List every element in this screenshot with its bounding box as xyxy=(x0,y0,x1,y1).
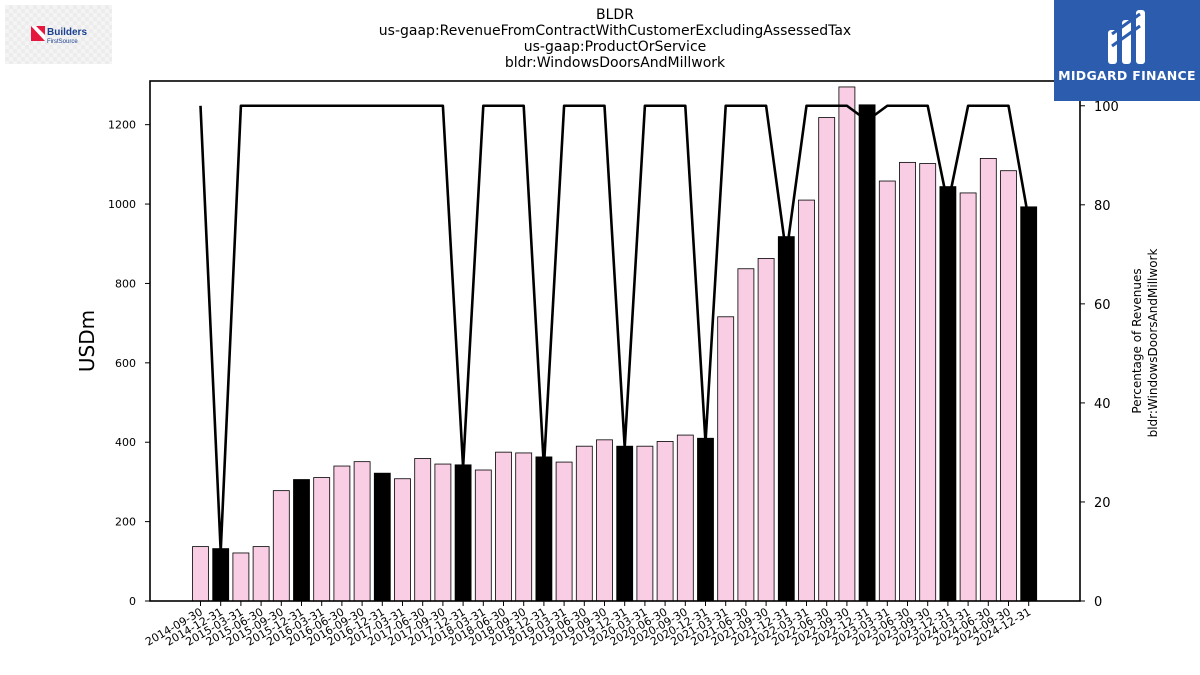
plot-frame xyxy=(149,80,1081,602)
y2-tick-label-40: 40 xyxy=(1094,397,1111,412)
bar-2019-06-30 xyxy=(575,445,593,602)
percentage-line-layer xyxy=(199,104,1030,553)
y-tick-label-1200: 1200 xyxy=(108,119,136,132)
bar-2016-12-31 xyxy=(373,472,391,602)
bar-2024-06-30 xyxy=(979,158,997,602)
logo-text-firstsource: FirstSource xyxy=(47,39,78,45)
bar-2021-03-31 xyxy=(717,316,735,602)
bar-2016-09-30 xyxy=(353,461,371,602)
y2-axis-label-line1: Percentage of Revenues xyxy=(1130,268,1144,413)
bar-2014-09-30 xyxy=(192,546,209,602)
bars-layer xyxy=(192,86,1038,602)
y2-tick-label-100: 100 xyxy=(1094,100,1119,115)
bar-2017-03-31 xyxy=(394,478,411,602)
bar-2021-12-31 xyxy=(777,236,795,602)
bar-2018-03-31 xyxy=(474,469,492,602)
bar-2022-03-31 xyxy=(798,199,815,602)
y2-tick-label-0: 0 xyxy=(1094,595,1102,610)
bar-2018-06-30 xyxy=(495,451,512,602)
bar-2020-06-30 xyxy=(656,441,674,602)
y-tick-label-1000: 1000 xyxy=(108,198,136,211)
y-tick-label-400: 400 xyxy=(115,436,136,449)
bar-2015-06-30 xyxy=(252,546,270,602)
bar-2020-12-31 xyxy=(697,437,714,602)
bar-2023-03-31 xyxy=(878,180,896,602)
bar-2022-06-30 xyxy=(818,117,836,602)
bar-2017-06-30 xyxy=(414,458,432,602)
bar-2024-12-31 xyxy=(1020,206,1038,602)
logo-text-builders: Builders xyxy=(47,27,87,38)
bar-2015-12-31 xyxy=(293,479,310,602)
chart-title-concept: us-gaap:RevenueFromContractWithCustomerE… xyxy=(378,23,852,39)
bar-2017-12-31 xyxy=(454,464,472,602)
bar-2015-09-30 xyxy=(272,490,290,602)
bar-2019-12-31 xyxy=(616,445,634,602)
y-axis-label: USDm xyxy=(75,310,99,372)
midgard-monogram-icon xyxy=(1108,10,1145,64)
bar-2019-09-30 xyxy=(596,439,613,602)
bar-2024-03-31 xyxy=(959,192,977,602)
bar-2022-09-30 xyxy=(838,86,856,602)
chart-title-member: bldr:WindowsDoorsAndMillwork xyxy=(504,55,726,71)
y2-tick-label-60: 60 xyxy=(1094,298,1111,313)
bar-2018-12-31 xyxy=(535,456,553,602)
bar-2023-12-31 xyxy=(939,186,957,602)
bar-2020-09-30 xyxy=(676,434,694,602)
bar-2023-09-30 xyxy=(919,163,937,602)
midgard-finance-text: MIDGARD FINANCE xyxy=(1058,68,1196,83)
bar-2015-03-31 xyxy=(232,552,250,602)
chart-title-ticker: BLDR xyxy=(596,7,634,23)
bar-2014-12-31 xyxy=(212,548,230,602)
y-tick-label-600: 600 xyxy=(115,357,136,370)
axes-layer: 0200400600800100012000204060801002014-09… xyxy=(108,80,1119,649)
bar-2024-09-30 xyxy=(1000,170,1017,602)
y-tick-label-200: 200 xyxy=(115,516,136,529)
bar-2019-03-31 xyxy=(555,461,573,602)
y-tick-label-800: 800 xyxy=(115,277,136,290)
y2-axis-label-line2: bldr:WindowsDoorsAndMillwork xyxy=(1146,249,1160,438)
percentage-line xyxy=(199,104,1030,553)
bar-2017-09-30 xyxy=(434,463,452,602)
bar-2018-09-30 xyxy=(515,452,533,602)
logo-midgard-finance: MIDGARD FINANCE xyxy=(1054,0,1200,101)
builders-firstsource-logo-mark: Builders FirstSource xyxy=(31,26,87,45)
bar-2020-03-31 xyxy=(636,445,654,602)
bar-2021-06-30 xyxy=(737,268,755,602)
bar-2023-06-30 xyxy=(899,161,916,602)
bar-2022-12-31 xyxy=(858,104,876,602)
y-tick-label-0: 0 xyxy=(129,595,136,608)
bar-2016-06-30 xyxy=(333,465,351,602)
y2-tick-label-80: 80 xyxy=(1094,199,1111,214)
logo-builders-firstsource: Builders FirstSource xyxy=(5,5,112,64)
chart-title-axis: us-gaap:ProductOrService xyxy=(523,39,707,55)
bar-2021-09-30 xyxy=(757,258,775,602)
bar-2016-03-31 xyxy=(313,477,331,602)
y2-tick-label-20: 20 xyxy=(1094,496,1111,511)
